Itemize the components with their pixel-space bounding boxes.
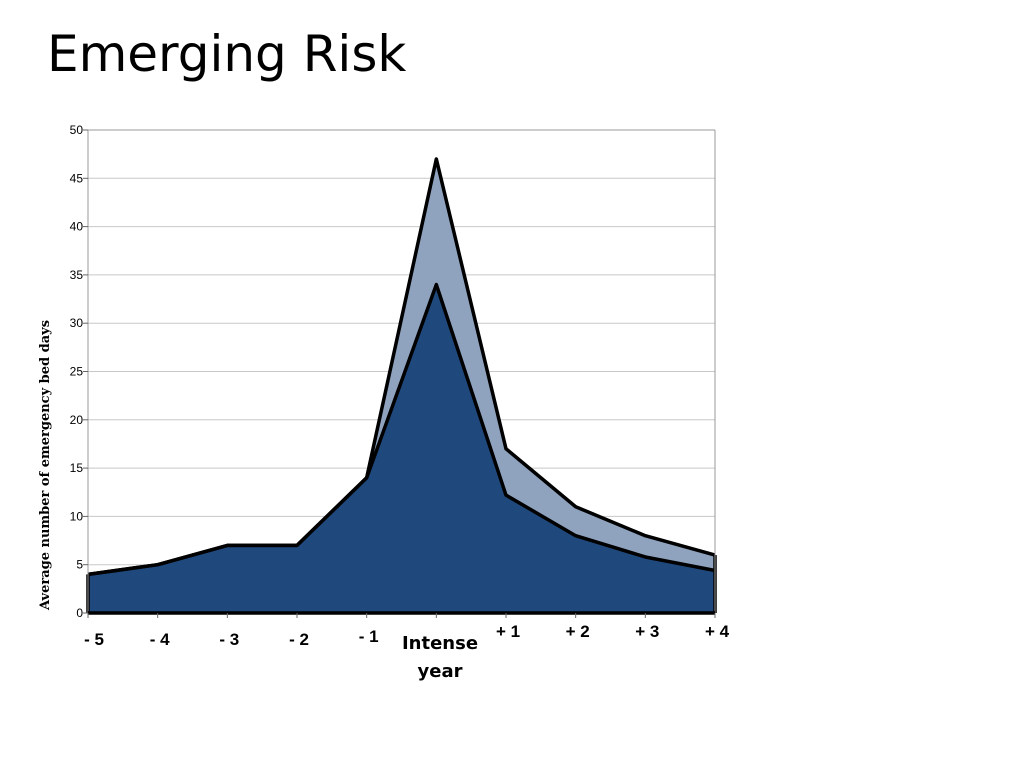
x-axis-center-label-line1: Intense xyxy=(402,633,478,654)
y-tick-label: 45 xyxy=(70,171,84,185)
area-series-2 xyxy=(88,284,715,613)
slide-title: Emerging Risk xyxy=(47,25,407,83)
y-tick-label: 10 xyxy=(70,509,84,523)
series-line-2 xyxy=(87,282,716,577)
y-tick-label: 35 xyxy=(70,268,84,282)
x-tick-label: - 3 xyxy=(219,630,239,649)
y-tick-label: 20 xyxy=(70,413,84,427)
y-tick-label: 40 xyxy=(70,220,84,234)
x-tick-label: + 3 xyxy=(635,622,659,641)
y-tick-labels: 0 5 10 15 20 25 30 35 40 45 50 xyxy=(70,123,84,620)
x-tick-label: - 1 xyxy=(359,627,379,646)
y-tick-label: 15 xyxy=(70,461,84,475)
y-tick-label: 30 xyxy=(70,316,84,330)
y-tick-label: 25 xyxy=(70,365,84,379)
x-tick-label: - 5 xyxy=(84,630,104,649)
x-tick-label: + 2 xyxy=(566,622,590,641)
x-tick-label: - 4 xyxy=(150,630,170,649)
x-tick-labels: - 5 - 4 - 3 - 2 - 1 + 1 + 2 + 3 + 4 xyxy=(84,622,730,649)
x-tick-label: - 2 xyxy=(289,630,309,649)
y-axis-label: Average number of emergency bed days xyxy=(38,320,53,611)
y-tick-label: 50 xyxy=(70,123,84,137)
x-tick-label: + 4 xyxy=(705,622,730,641)
x-tick-label: + 1 xyxy=(496,622,520,641)
y-tick-label: 0 xyxy=(76,606,83,620)
axes xyxy=(83,129,716,618)
y-tick-label: 5 xyxy=(76,558,83,572)
x-axis-center-label-line2: year xyxy=(418,661,463,682)
